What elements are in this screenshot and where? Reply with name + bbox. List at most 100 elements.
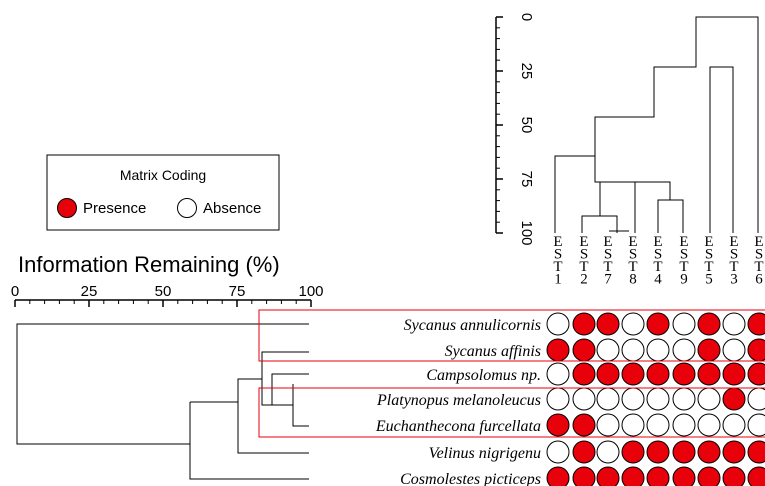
column-header-char: S	[680, 247, 688, 263]
column-header-char: T	[754, 259, 763, 275]
column-header-char: S	[580, 247, 588, 263]
taxon-label: Campsolomus np.	[426, 367, 541, 384]
column-header-char: E	[679, 234, 688, 250]
marker-branch-est4	[635, 181, 671, 233]
column-header-char: S	[705, 247, 713, 263]
column-header-char: S	[755, 247, 763, 263]
column-header-char: 1	[554, 272, 562, 288]
column-header-char: 9	[680, 272, 688, 288]
absence-cell	[621, 413, 645, 437]
column-header-char: S	[629, 247, 637, 263]
presence-cell	[722, 387, 746, 411]
column-header-char: E	[729, 234, 738, 250]
absence-cell	[572, 387, 596, 411]
column-header-char: E	[603, 234, 612, 250]
column-header-char: T	[579, 259, 588, 275]
top-axis-tick-label: 75	[518, 171, 535, 188]
top-axis-tick-label: 50	[518, 117, 535, 134]
absence-cell	[546, 440, 570, 464]
presence-cell	[747, 466, 765, 486]
absence-cell	[672, 338, 696, 362]
column-header-char: T	[704, 259, 713, 275]
column-header-char: 4	[654, 272, 662, 288]
marker-branch-main	[554, 16, 759, 233]
presence-cell	[697, 440, 721, 464]
presence-cell	[572, 362, 596, 386]
taxon-label: Sycanus annulicornis	[404, 317, 541, 334]
column-header-char: 3	[730, 272, 738, 288]
column-header-char: 6	[755, 272, 763, 288]
left-axis: Information Remaining (%) 0 25 50 75 100	[11, 252, 324, 307]
presence-cell	[572, 440, 596, 464]
presence-cell	[646, 466, 670, 486]
dendrogram-branch-euchanthecona	[292, 405, 309, 427]
column-header-char: E	[704, 234, 713, 250]
presence-cell	[697, 362, 721, 386]
presence-cell	[596, 466, 620, 486]
absence-cell	[621, 312, 645, 336]
absence-cell	[596, 387, 620, 411]
column-header-char: 5	[705, 272, 713, 288]
absence-cell	[646, 338, 670, 362]
absence-cell	[596, 440, 620, 464]
dendrogram-branch-sycanus-affinis	[190, 351, 309, 403]
column-header-char: T	[679, 259, 688, 275]
highlight-platynopus-euchanthecona	[258, 387, 765, 438]
column-header-char: T	[729, 259, 738, 275]
absence-cell	[546, 312, 570, 336]
presence-cell	[697, 466, 721, 486]
marker-branch-est2	[581, 181, 635, 233]
left-axis-ticks: 0 25 50 75 100	[11, 283, 324, 307]
marker-branch-est9	[670, 199, 684, 233]
column-header-char: E	[653, 234, 662, 250]
left-axis-tick-label: 100	[298, 283, 323, 300]
column-header-char: T	[603, 259, 612, 275]
absence-cell	[546, 362, 570, 386]
marker-branch-est3	[709, 66, 734, 233]
presence-cell	[572, 466, 596, 486]
absence-swatch	[177, 198, 197, 218]
dendrogram-branch-platynopus	[272, 387, 309, 406]
taxa-dendrogram	[16, 323, 309, 480]
presence-cell	[697, 312, 721, 336]
absence-label: Absence	[203, 200, 261, 217]
absence-cell	[621, 338, 645, 362]
presence-cell	[621, 440, 645, 464]
absence-cell	[747, 413, 765, 437]
column-header-char: T	[628, 259, 637, 275]
dendrogram-branch-velinus	[237, 402, 309, 454]
absence-cell	[722, 312, 746, 336]
absence-cell	[546, 387, 570, 411]
presence-cell	[747, 338, 765, 362]
left-axis-tick-label: 75	[229, 283, 246, 300]
highlight-sycanus	[258, 309, 765, 362]
presence-cell	[722, 440, 746, 464]
absence-cell	[646, 387, 670, 411]
absence-cell	[672, 387, 696, 411]
top-axis-tick-label: 25	[518, 63, 535, 80]
presence-cell	[572, 338, 596, 362]
top-axis-tick-label: 100	[518, 220, 535, 245]
presence-cell	[546, 466, 570, 486]
dendrogram-branch-campsolomus	[261, 373, 309, 406]
presence-cell	[621, 466, 645, 486]
absence-cell	[722, 413, 746, 437]
taxon-label: Velinus nigrigenu	[429, 445, 541, 462]
column-header-char: E	[628, 234, 637, 250]
marker-branch-est7	[600, 215, 618, 233]
top-axis-tick-label: 0	[518, 13, 535, 21]
column-header-char: T	[653, 259, 662, 275]
presence-cell	[621, 362, 645, 386]
top-axis: 0 25 50 75 100	[495, 13, 535, 246]
column-header-char: S	[654, 247, 662, 263]
presence-cell	[596, 312, 620, 336]
absence-cell	[596, 338, 620, 362]
absence-cell	[672, 312, 696, 336]
column-header-char: T	[553, 259, 562, 275]
column-header-char: S	[730, 247, 738, 263]
taxon-label: Cosmolestes picticeps	[400, 471, 541, 486]
absence-cell	[621, 387, 645, 411]
presence-cell	[596, 362, 620, 386]
